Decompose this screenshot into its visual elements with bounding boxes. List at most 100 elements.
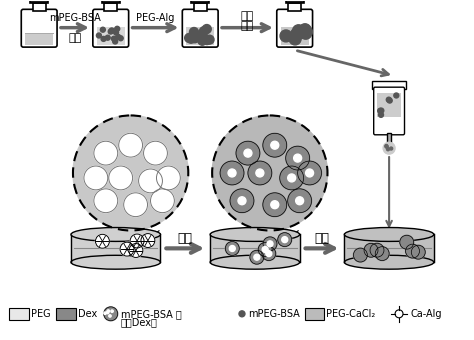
Circle shape <box>151 189 174 212</box>
Circle shape <box>379 108 384 113</box>
Text: 乳化: 乳化 <box>68 33 82 42</box>
Circle shape <box>109 315 111 317</box>
Circle shape <box>394 93 399 98</box>
FancyBboxPatch shape <box>21 9 57 47</box>
Ellipse shape <box>71 255 161 269</box>
Circle shape <box>271 201 279 209</box>
Bar <box>373 81 406 89</box>
Circle shape <box>254 254 260 260</box>
Circle shape <box>104 312 106 314</box>
Bar <box>33 3 46 11</box>
Bar <box>104 3 117 11</box>
Circle shape <box>250 250 264 264</box>
Circle shape <box>300 27 312 39</box>
Circle shape <box>378 108 383 113</box>
Circle shape <box>386 97 391 102</box>
Circle shape <box>200 27 209 36</box>
Circle shape <box>118 133 143 157</box>
Circle shape <box>190 34 199 43</box>
Circle shape <box>230 189 254 212</box>
Circle shape <box>120 242 134 256</box>
Circle shape <box>263 237 277 251</box>
Text: 交联: 交联 <box>314 232 329 245</box>
Circle shape <box>107 311 109 314</box>
Circle shape <box>262 246 268 253</box>
Circle shape <box>294 154 301 162</box>
Circle shape <box>289 33 301 45</box>
Text: mPEG-BSA 稳: mPEG-BSA 稳 <box>121 309 182 319</box>
Circle shape <box>84 166 108 190</box>
Circle shape <box>288 174 296 182</box>
Circle shape <box>118 36 123 41</box>
Circle shape <box>198 36 207 45</box>
Circle shape <box>101 36 106 41</box>
Circle shape <box>301 26 312 38</box>
Circle shape <box>291 28 303 40</box>
Bar <box>97 27 125 45</box>
Circle shape <box>115 26 120 31</box>
Bar <box>25 33 53 45</box>
Circle shape <box>244 149 252 157</box>
Bar <box>191 0 209 3</box>
Circle shape <box>286 146 310 170</box>
Circle shape <box>138 169 163 193</box>
Circle shape <box>387 98 392 103</box>
Bar <box>194 3 207 11</box>
Circle shape <box>212 116 328 231</box>
Circle shape <box>256 169 264 177</box>
Circle shape <box>390 147 392 150</box>
Circle shape <box>94 141 118 165</box>
Circle shape <box>386 148 390 151</box>
Ellipse shape <box>71 227 161 241</box>
Circle shape <box>73 116 188 231</box>
Circle shape <box>239 311 245 317</box>
Circle shape <box>296 197 304 205</box>
Circle shape <box>104 307 118 321</box>
Circle shape <box>109 28 114 33</box>
Circle shape <box>266 251 272 257</box>
Circle shape <box>114 30 118 35</box>
Circle shape <box>364 243 378 257</box>
Circle shape <box>220 161 244 185</box>
Circle shape <box>225 241 239 255</box>
Circle shape <box>271 141 279 149</box>
Circle shape <box>370 243 384 257</box>
Circle shape <box>190 28 199 36</box>
Circle shape <box>280 166 304 190</box>
Circle shape <box>130 234 144 248</box>
Circle shape <box>94 189 118 212</box>
Circle shape <box>205 35 214 44</box>
Circle shape <box>379 113 383 117</box>
Circle shape <box>306 169 313 177</box>
Circle shape <box>288 189 311 212</box>
Text: mPEG-BSA: mPEG-BSA <box>49 13 101 23</box>
Text: PEG-Alg: PEG-Alg <box>137 13 174 23</box>
Circle shape <box>385 145 388 148</box>
Circle shape <box>282 237 288 243</box>
Circle shape <box>278 233 292 246</box>
Circle shape <box>238 197 246 205</box>
Circle shape <box>187 34 196 43</box>
Circle shape <box>202 24 211 33</box>
Circle shape <box>411 245 425 259</box>
Bar <box>56 308 76 320</box>
Circle shape <box>105 35 110 40</box>
Ellipse shape <box>210 255 300 269</box>
Bar <box>286 0 303 3</box>
Bar <box>186 27 214 45</box>
Ellipse shape <box>345 227 434 241</box>
Circle shape <box>292 28 304 40</box>
Ellipse shape <box>210 227 300 241</box>
Text: PEG-CaCl₂: PEG-CaCl₂ <box>327 309 376 319</box>
Text: mPEG-BSA: mPEG-BSA <box>248 309 300 319</box>
Text: 清洗: 清洗 <box>178 232 193 245</box>
Bar <box>288 3 301 11</box>
Circle shape <box>113 39 118 44</box>
Bar <box>9 308 29 320</box>
Circle shape <box>100 27 105 32</box>
FancyBboxPatch shape <box>374 87 404 135</box>
Ellipse shape <box>345 255 434 269</box>
Text: 定的Dex相: 定的Dex相 <box>121 317 157 327</box>
Circle shape <box>267 241 273 247</box>
Bar <box>377 92 401 117</box>
